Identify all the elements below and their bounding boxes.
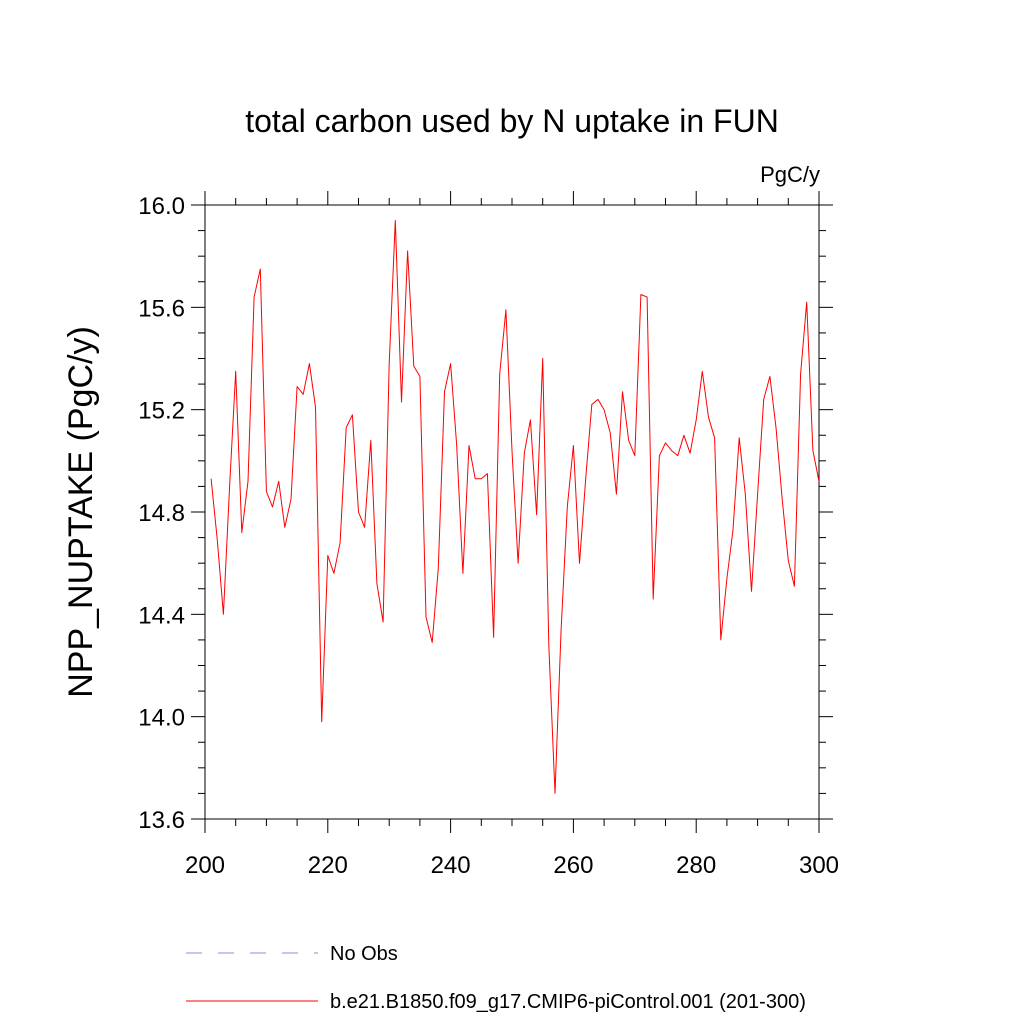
chart-title: total carbon used by N uptake in FUN: [245, 103, 779, 139]
y-tick-label: 16.0: [138, 193, 185, 220]
x-tick-label: 240: [431, 852, 471, 879]
series-layer: [210, 219, 819, 794]
axis-ticks: [191, 191, 833, 833]
plot-frame: [204, 204, 820, 820]
legend: No Obs b.e21.B1850.f09_g17.CMIP6-piContr…: [186, 943, 806, 1013]
legend-label-picontrol: b.e21.B1850.f09_g17.CMIP6-piControl.001 …: [330, 991, 806, 1013]
y-axis-label: NPP_NUPTAKE (PgC/y): [62, 326, 100, 698]
x-tick-label: 220: [308, 852, 348, 879]
y-tick-label: 14.0: [138, 705, 185, 732]
y-tick-label: 14.4: [138, 602, 185, 629]
y-tick-label: 14.8: [138, 500, 185, 527]
series-line-0: [210, 219, 819, 794]
units-label: PgC/y: [760, 162, 820, 187]
x-tick-label: 260: [553, 852, 593, 879]
y-tick-label: 15.6: [138, 295, 185, 322]
legend-label-no-obs: No Obs: [330, 943, 398, 965]
x-tick-label: 280: [676, 852, 716, 879]
y-tick-label: 13.6: [138, 807, 185, 834]
axis-tick-labels: 13.6 14.0 14.4 14.8 15.2 15.6 16.0 200 220 240 260…: [138, 193, 839, 879]
x-tick-label: 200: [185, 852, 225, 879]
x-tick-label: 300: [799, 852, 839, 879]
y-tick-label: 15.2: [138, 398, 185, 425]
